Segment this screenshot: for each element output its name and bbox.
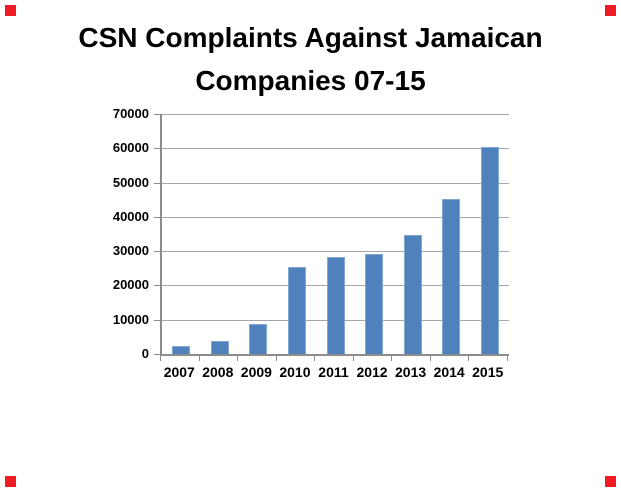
- x-axis-tick-0: [160, 356, 161, 361]
- corner-marker-top-left: [5, 5, 16, 16]
- x-axis-tick-4: [314, 356, 316, 361]
- x-axis-label-2015: 2015: [472, 364, 504, 380]
- y-axis-label-30000: 30000: [112, 243, 149, 259]
- y-axis-label-0: 0: [141, 346, 149, 361]
- y-axis-label-40000: 40000: [112, 208, 149, 224]
- x-axis-tick-6: [391, 356, 393, 361]
- gridline-30000: [162, 251, 509, 253]
- y-axis-label-50000: 50000: [112, 174, 149, 190]
- corner-marker-bottom-right: [605, 476, 616, 487]
- y-axis-tick-60000: [154, 148, 160, 150]
- chart-title-line-2: Companies 07-15: [195, 65, 426, 96]
- y-axis-tick-10000: [154, 319, 160, 321]
- plot-area: [160, 114, 509, 356]
- gridline-50000: [162, 182, 509, 184]
- x-axis-tick-8: [468, 356, 470, 361]
- x-axis-tick-5: [352, 356, 354, 361]
- bar-2015: [480, 147, 499, 354]
- bar-2009: [249, 323, 268, 354]
- bar-2012: [365, 253, 384, 354]
- y-axis-tick-20000: [154, 285, 160, 287]
- y-axis-tick-40000: [154, 216, 160, 218]
- y-axis-tick-30000: [154, 251, 160, 253]
- y-axis-label-70000: 70000: [112, 106, 149, 121]
- gridline-40000: [162, 216, 509, 218]
- x-axis-label-2012: 2012: [356, 364, 388, 380]
- x-axis-tick-7: [429, 356, 431, 361]
- y-axis-tick-50000: [154, 182, 160, 184]
- x-axis-label-2013: 2013: [395, 364, 427, 380]
- x-axis-label-2009: 2009: [240, 364, 272, 380]
- bar-2013: [403, 234, 422, 354]
- y-axis-label-20000: 20000: [112, 277, 149, 293]
- corner-marker-bottom-left: [5, 476, 16, 487]
- chart-title-line-1: CSN Complaints Against Jamaican: [78, 22, 543, 53]
- y-axis-tick-70000: [154, 114, 160, 115]
- x-axis-label-2014: 2014: [433, 364, 465, 380]
- y-axis-label-60000: 60000: [112, 140, 149, 156]
- x-axis-label-2010: 2010: [279, 364, 311, 380]
- x-axis-tick-2: [237, 356, 239, 361]
- gridline-70000: [162, 114, 509, 115]
- corner-marker-top-right: [605, 5, 616, 16]
- y-axis-label-10000: 10000: [112, 311, 149, 327]
- x-axis-tick-9: [507, 356, 508, 361]
- x-axis-label-2008: 2008: [202, 364, 234, 380]
- gridline-60000: [162, 148, 509, 150]
- bar-2014: [442, 198, 461, 354]
- x-axis-tick-1: [198, 356, 200, 361]
- bar-2011: [326, 257, 345, 354]
- bar-2010: [287, 267, 306, 354]
- bar-2007: [172, 346, 191, 354]
- bar-2008: [210, 341, 229, 354]
- y-axis-tick-0: [154, 354, 160, 355]
- x-axis-label-2007: 2007: [163, 364, 195, 380]
- x-axis-label-2011: 2011: [318, 364, 349, 380]
- chart-title: CSN Complaints Against Jamaican Companie…: [0, 16, 621, 102]
- x-axis-tick-3: [275, 356, 277, 361]
